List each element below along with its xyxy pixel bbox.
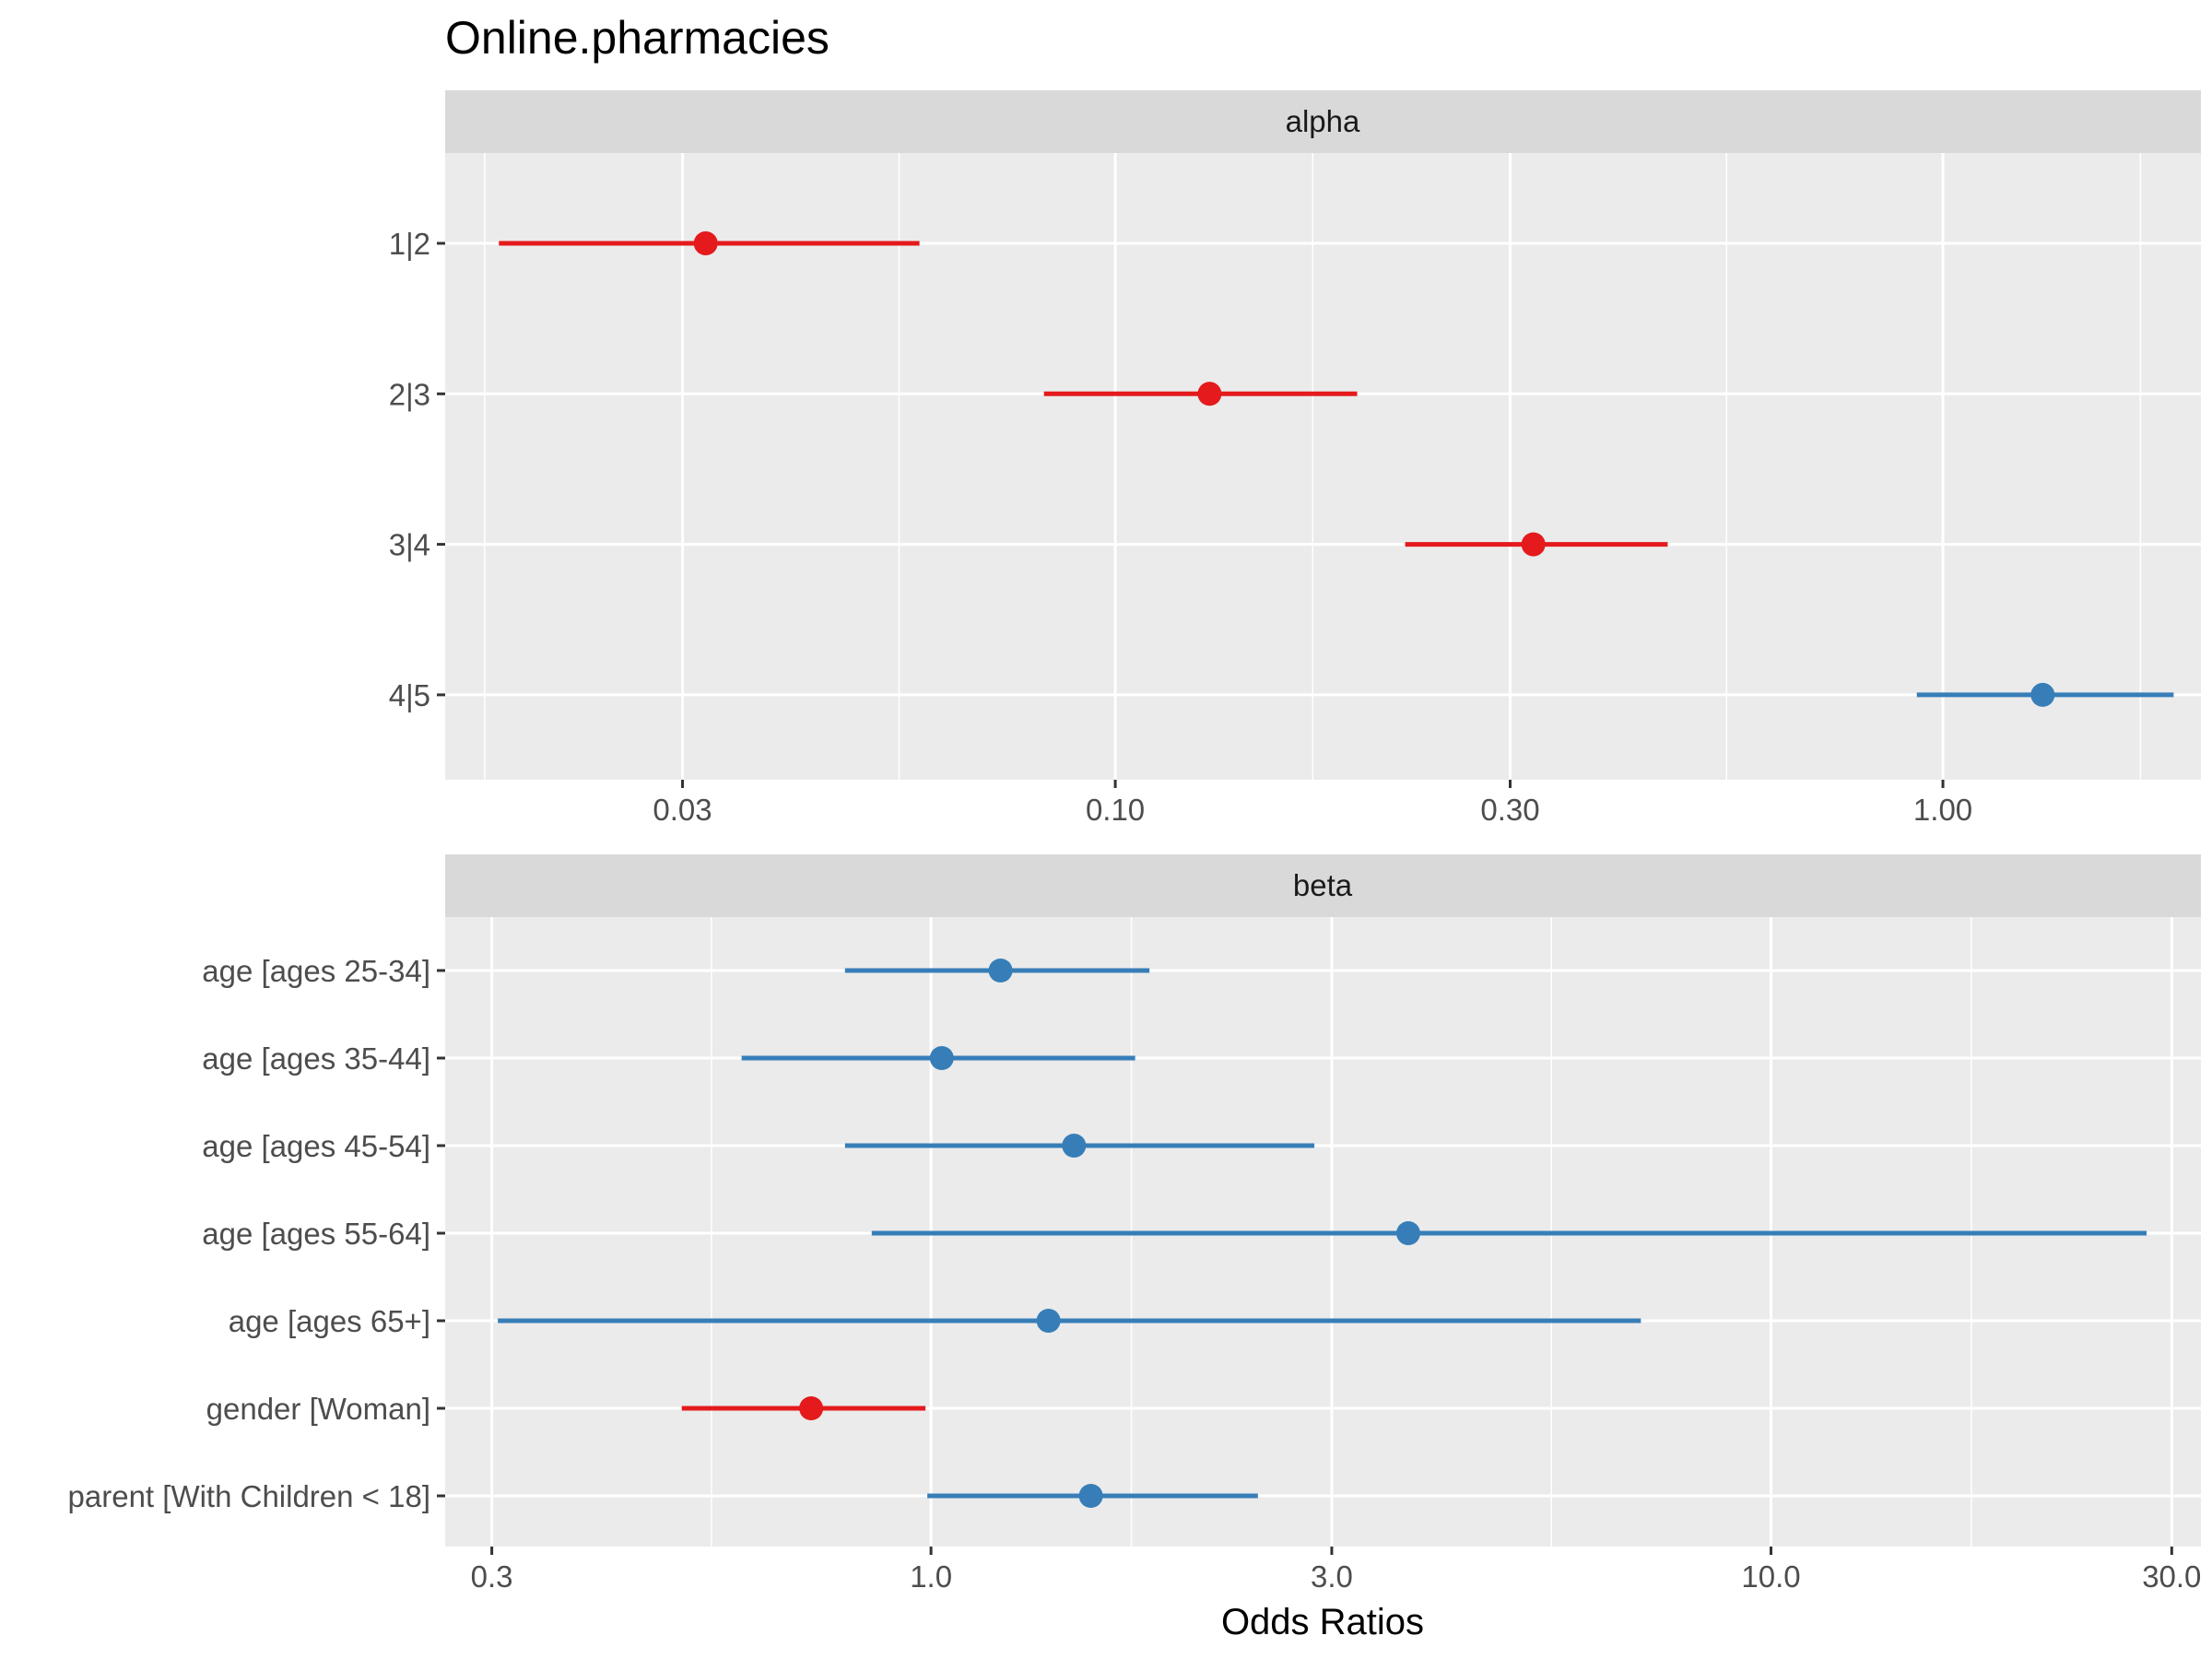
chart-title: Online.pharmacies [445, 12, 830, 64]
x-axis-alpha: 0.03 0.10 0.30 1.00 [653, 780, 1972, 827]
x-tick-label: 1.00 [1913, 793, 1972, 827]
panel-background-alpha [445, 153, 2201, 780]
x-tick-label: 3.0 [1311, 1559, 1353, 1594]
x-tick-label: 0.03 [653, 793, 712, 827]
odds-ratio-point [1078, 1484, 1103, 1508]
odds-ratio-point [2030, 682, 2055, 707]
x-tick-label: 1.0 [910, 1559, 952, 1594]
odds-ratio-point [1395, 1221, 1420, 1245]
odds-ratio-point [929, 1046, 954, 1070]
x-axis-title: Odds Ratios [1221, 1602, 1424, 1642]
odds-ratio-point [1036, 1309, 1061, 1333]
y-tick-label: 2|3 [389, 377, 430, 411]
strip-background-beta [445, 854, 2201, 917]
strip-label-alpha: alpha [1286, 104, 1360, 138]
x-tick-label: 30.0 [2142, 1559, 2201, 1594]
odds-ratio-point [799, 1396, 824, 1420]
y-tick-label: age [ages 65+] [229, 1304, 430, 1338]
odds-ratio-point [693, 231, 718, 255]
odds-ratio-point [988, 959, 1013, 982]
y-tick-label: parent [With Children < 18] [68, 1479, 430, 1513]
strip-background-alpha [445, 90, 2201, 153]
x-axis-beta: 0.3 1.0 3.0 10.0 30.0 [471, 1547, 2201, 1594]
y-tick-label: 3|4 [389, 528, 430, 562]
y-tick-label: age [ages 25-34] [202, 954, 430, 988]
strip-label-beta: beta [1293, 868, 1353, 902]
y-tick-label: 1|2 [389, 227, 430, 261]
panel-alpha: alpha 1|2 2|3 3|4 4|5 0.03 0.10 0.30 1.00 [389, 90, 2201, 827]
y-tick-label: gender [Woman] [206, 1392, 430, 1426]
y-tick-label: age [ages 45-54] [202, 1129, 430, 1163]
x-tick-label: 10.0 [1741, 1559, 1800, 1594]
marks-beta [498, 959, 2147, 1508]
y-axis-alpha: 1|2 2|3 3|4 4|5 [389, 227, 445, 712]
x-tick-label: 0.10 [1086, 793, 1145, 827]
odds-ratio-point [1197, 382, 1222, 406]
panel-beta: beta age [ages 25-34]age [ages 35-44]age… [68, 854, 2201, 1594]
y-tick-label: age [ages 55-64] [202, 1217, 430, 1251]
x-tick-label: 0.30 [1480, 793, 1539, 827]
marks-alpha [499, 231, 2174, 707]
odds-ratio-point [1521, 532, 1546, 557]
y-tick-label: age [ages 35-44] [202, 1041, 430, 1076]
odds-ratio-point [1062, 1134, 1087, 1158]
x-tick-label: 0.3 [471, 1559, 513, 1594]
y-tick-label: 4|5 [389, 678, 430, 712]
y-axis-beta: age [ages 25-34] age [ages 35-44] age [age… [68, 954, 445, 1513]
